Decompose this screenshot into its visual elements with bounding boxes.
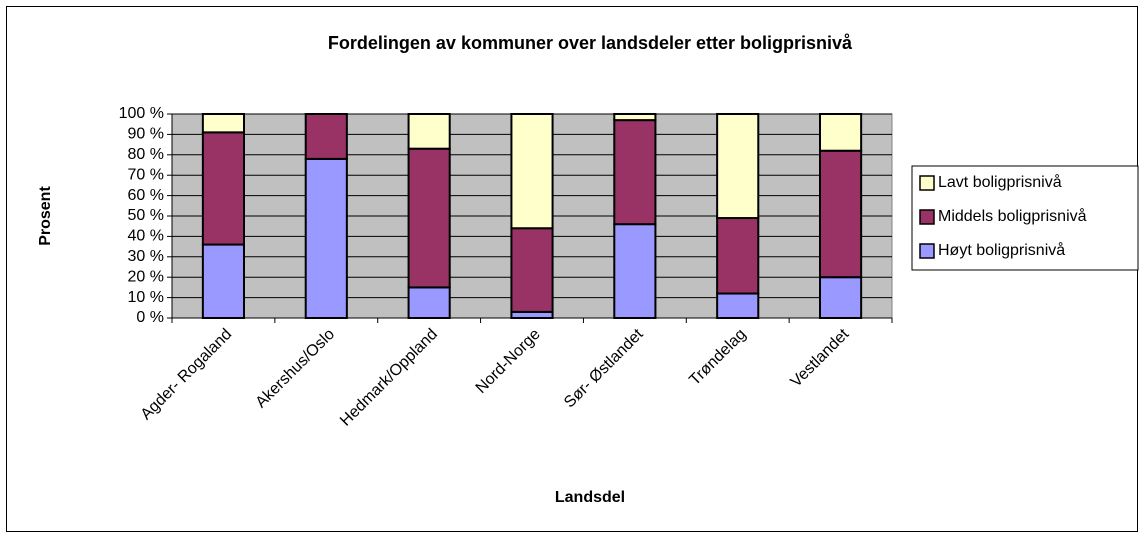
x-axis-title: Landsdel (555, 489, 625, 506)
y-tick-label: 90 % (128, 126, 164, 143)
y-tick-label: 50 % (128, 207, 164, 224)
bar-segment (407, 113, 451, 150)
y-tick-label: 60 % (128, 187, 164, 204)
legend-swatch (919, 209, 935, 225)
bar-segment (304, 157, 348, 319)
bar-segment (304, 113, 348, 160)
bar-segment (407, 147, 451, 289)
bar-segment (716, 217, 760, 295)
legend-swatch (919, 175, 935, 191)
bar-segment (201, 113, 246, 134)
y-tick-label: 70 % (128, 166, 164, 183)
y-tick-label: 10 % (128, 289, 164, 306)
legend-box (911, 165, 1139, 271)
bar-segment (510, 113, 554, 230)
bar-segment (613, 223, 657, 319)
bar-segment (407, 286, 451, 319)
y-tick-label: 0 % (136, 309, 164, 326)
y-tick-label: 20 % (128, 268, 164, 285)
y-tick-label: 30 % (128, 248, 164, 265)
bar-segment (819, 149, 863, 279)
y-tick-label: 40 % (128, 228, 164, 245)
bar-segment (819, 276, 863, 320)
y-axis-title: Prosent (37, 186, 54, 246)
bar-segment (716, 292, 760, 319)
bar-segment (201, 131, 246, 246)
bar-segment (201, 243, 246, 319)
bar-segment (613, 119, 657, 226)
chart-title: Fordelingen av kommuner over landsdeler … (328, 33, 853, 53)
y-tick-label: 80 % (128, 146, 164, 163)
legend-swatch (919, 243, 935, 259)
bar-segment (510, 227, 554, 313)
bar-segment (613, 113, 657, 122)
y-tick-label: 100 % (119, 105, 164, 122)
bar-segment (819, 113, 863, 152)
legend-label: Høyt boligprisnivå (938, 241, 1065, 259)
legend-label: Lavt boligprisnivå (938, 173, 1062, 191)
legend-label: Middels boligprisnivå (938, 207, 1087, 225)
bar-segment (716, 113, 760, 220)
